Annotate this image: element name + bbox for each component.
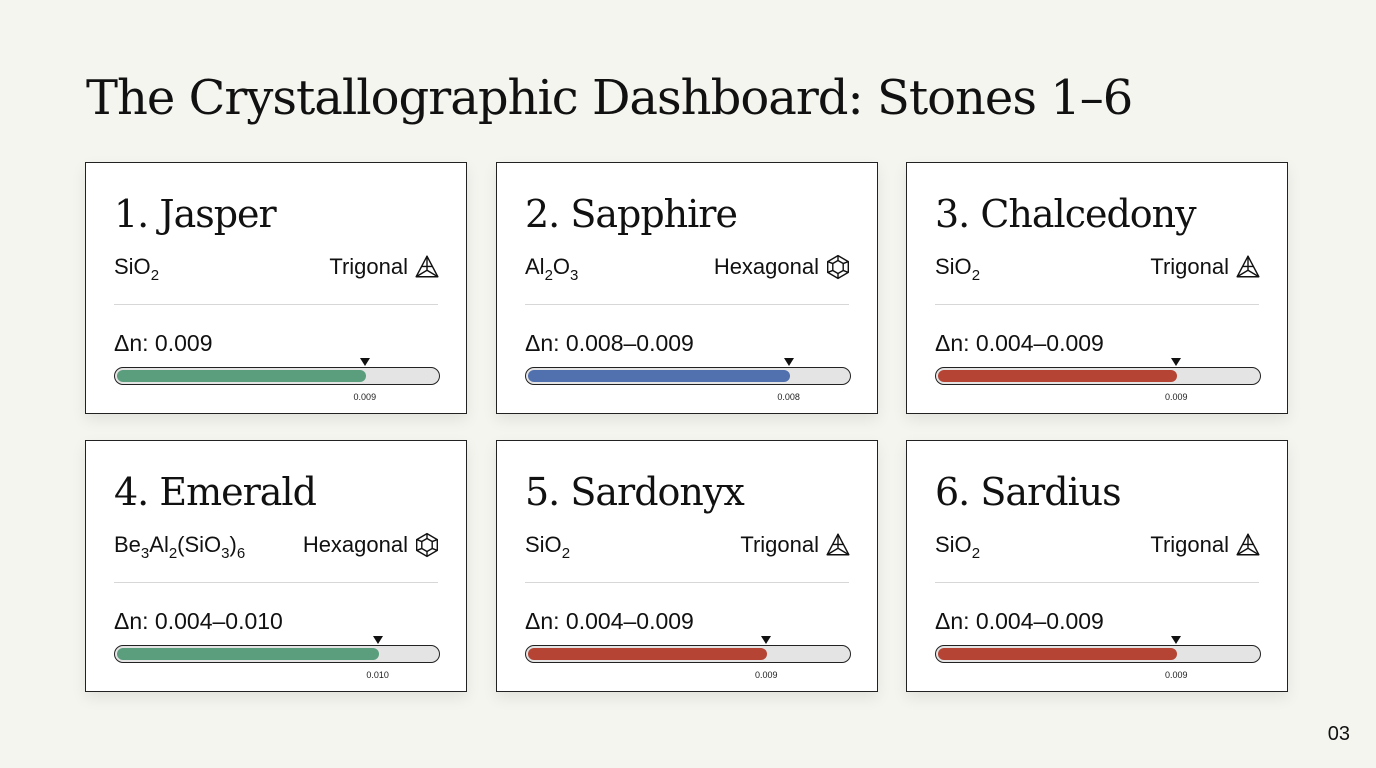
stone-name: 1. Jasper [114,192,277,236]
birefringence-bar-fill [528,648,767,660]
chemical-formula: SiO2 [114,254,160,284]
birefringence-marker-label: 0.009 [1164,670,1188,680]
chemical-formula: Al2O3 [525,254,579,284]
stone-card-3: 3. Chalcedony SiO2 Trigonal Δn: 0.004–0.… [906,162,1288,414]
birefringence-marker-label: 0.009 [353,392,377,402]
chemical-formula: SiO2 [525,532,571,562]
stone-card-4: 4. Emerald Be3Al2(SiO3)6 Hexagonal Δn: 0… [85,440,467,692]
stone-card-5: 5. Sardonyx SiO2 Trigonal Δn: 0.004–0.00… [496,440,878,692]
stone-name: 4. Emerald [114,470,317,514]
chemical-formula: SiO2 [935,254,981,284]
page-number: 03 [1327,723,1350,745]
crystal-system: Hexagonal [303,531,440,559]
crystal-system: Trigonal [1150,253,1261,281]
birefringence-marker-label: 0.008 [777,392,800,402]
birefringence-marker-label: 0.009 [754,670,778,680]
stone-card-1: 1. Jasper SiO2 Trigonal Δn: 0.009 0.009 [85,162,467,414]
birefringence-label: Δn: 0.004–0.009 [935,608,1104,634]
birefringence-bar [935,367,1261,385]
divider [935,304,1259,305]
birefringence-bar-fill [938,648,1177,660]
hexagonal-icon [414,532,440,558]
birefringence-bar-fill [938,370,1177,382]
stone-name: 2. Sapphire [525,192,738,236]
crystal-system: Trigonal [329,253,440,281]
birefringence-bar [114,367,440,385]
stone-card-6: 6. Sardius SiO2 Trigonal Δn: 0.004–0.009… [906,440,1288,692]
birefringence-label: Δn: 0.004–0.010 [114,608,283,634]
crystal-system: Trigonal [1150,531,1261,559]
birefringence-marker [359,358,370,366]
trigonal-icon [414,254,440,280]
birefringence-label: Δn: 0.008–0.009 [525,330,694,356]
birefringence-marker-label: 0.010 [366,670,389,680]
birefringence-marker [761,636,772,644]
birefringence-label: Δn: 0.004–0.009 [525,608,694,634]
trigonal-icon [825,532,851,558]
chemical-formula: Be3Al2(SiO3)6 [114,532,246,562]
crystal-system-label: Trigonal [1150,532,1229,557]
birefringence-marker [1171,358,1182,366]
stone-name: 3. Chalcedony [935,192,1197,236]
page-title: The Crystallographic Dashboard: Stones 1… [86,70,1133,126]
birefringence-bar [525,367,851,385]
divider [114,582,438,583]
birefringence-label: Δn: 0.009 [114,330,213,356]
divider [935,582,1259,583]
crystal-system-label: Trigonal [329,254,408,279]
hexagonal-icon [825,254,851,280]
birefringence-bar [935,645,1261,663]
stone-card-2: 2. Sapphire Al2O3 Hexagonal Δn: 0.008–0.… [496,162,878,414]
birefringence-marker [783,358,794,366]
birefringence-label: Δn: 0.004–0.009 [935,330,1104,356]
birefringence-bar-fill [528,370,790,382]
crystal-system-label: Hexagonal [302,532,408,557]
birefringence-marker [1171,636,1182,644]
trigonal-icon [1235,532,1261,558]
crystal-system-label: Hexagonal [713,254,819,279]
birefringence-bar-fill [117,370,366,382]
birefringence-marker-label: 0.009 [1164,392,1188,402]
divider [525,582,849,583]
birefringence-bar-fill [117,648,379,660]
chemical-formula: SiO2 [935,532,981,562]
birefringence-bar [525,645,851,663]
divider [114,304,438,305]
birefringence-marker [372,636,383,644]
stone-name: 6. Sardius [935,470,1122,514]
divider [525,304,849,305]
crystal-system-label: Trigonal [740,532,819,557]
crystal-system: Hexagonal [714,253,851,281]
crystal-system: Trigonal [740,531,851,559]
trigonal-icon [1235,254,1261,280]
stone-name: 5. Sardonyx [525,470,745,514]
crystal-system-label: Trigonal [1150,254,1229,279]
birefringence-bar [114,645,440,663]
